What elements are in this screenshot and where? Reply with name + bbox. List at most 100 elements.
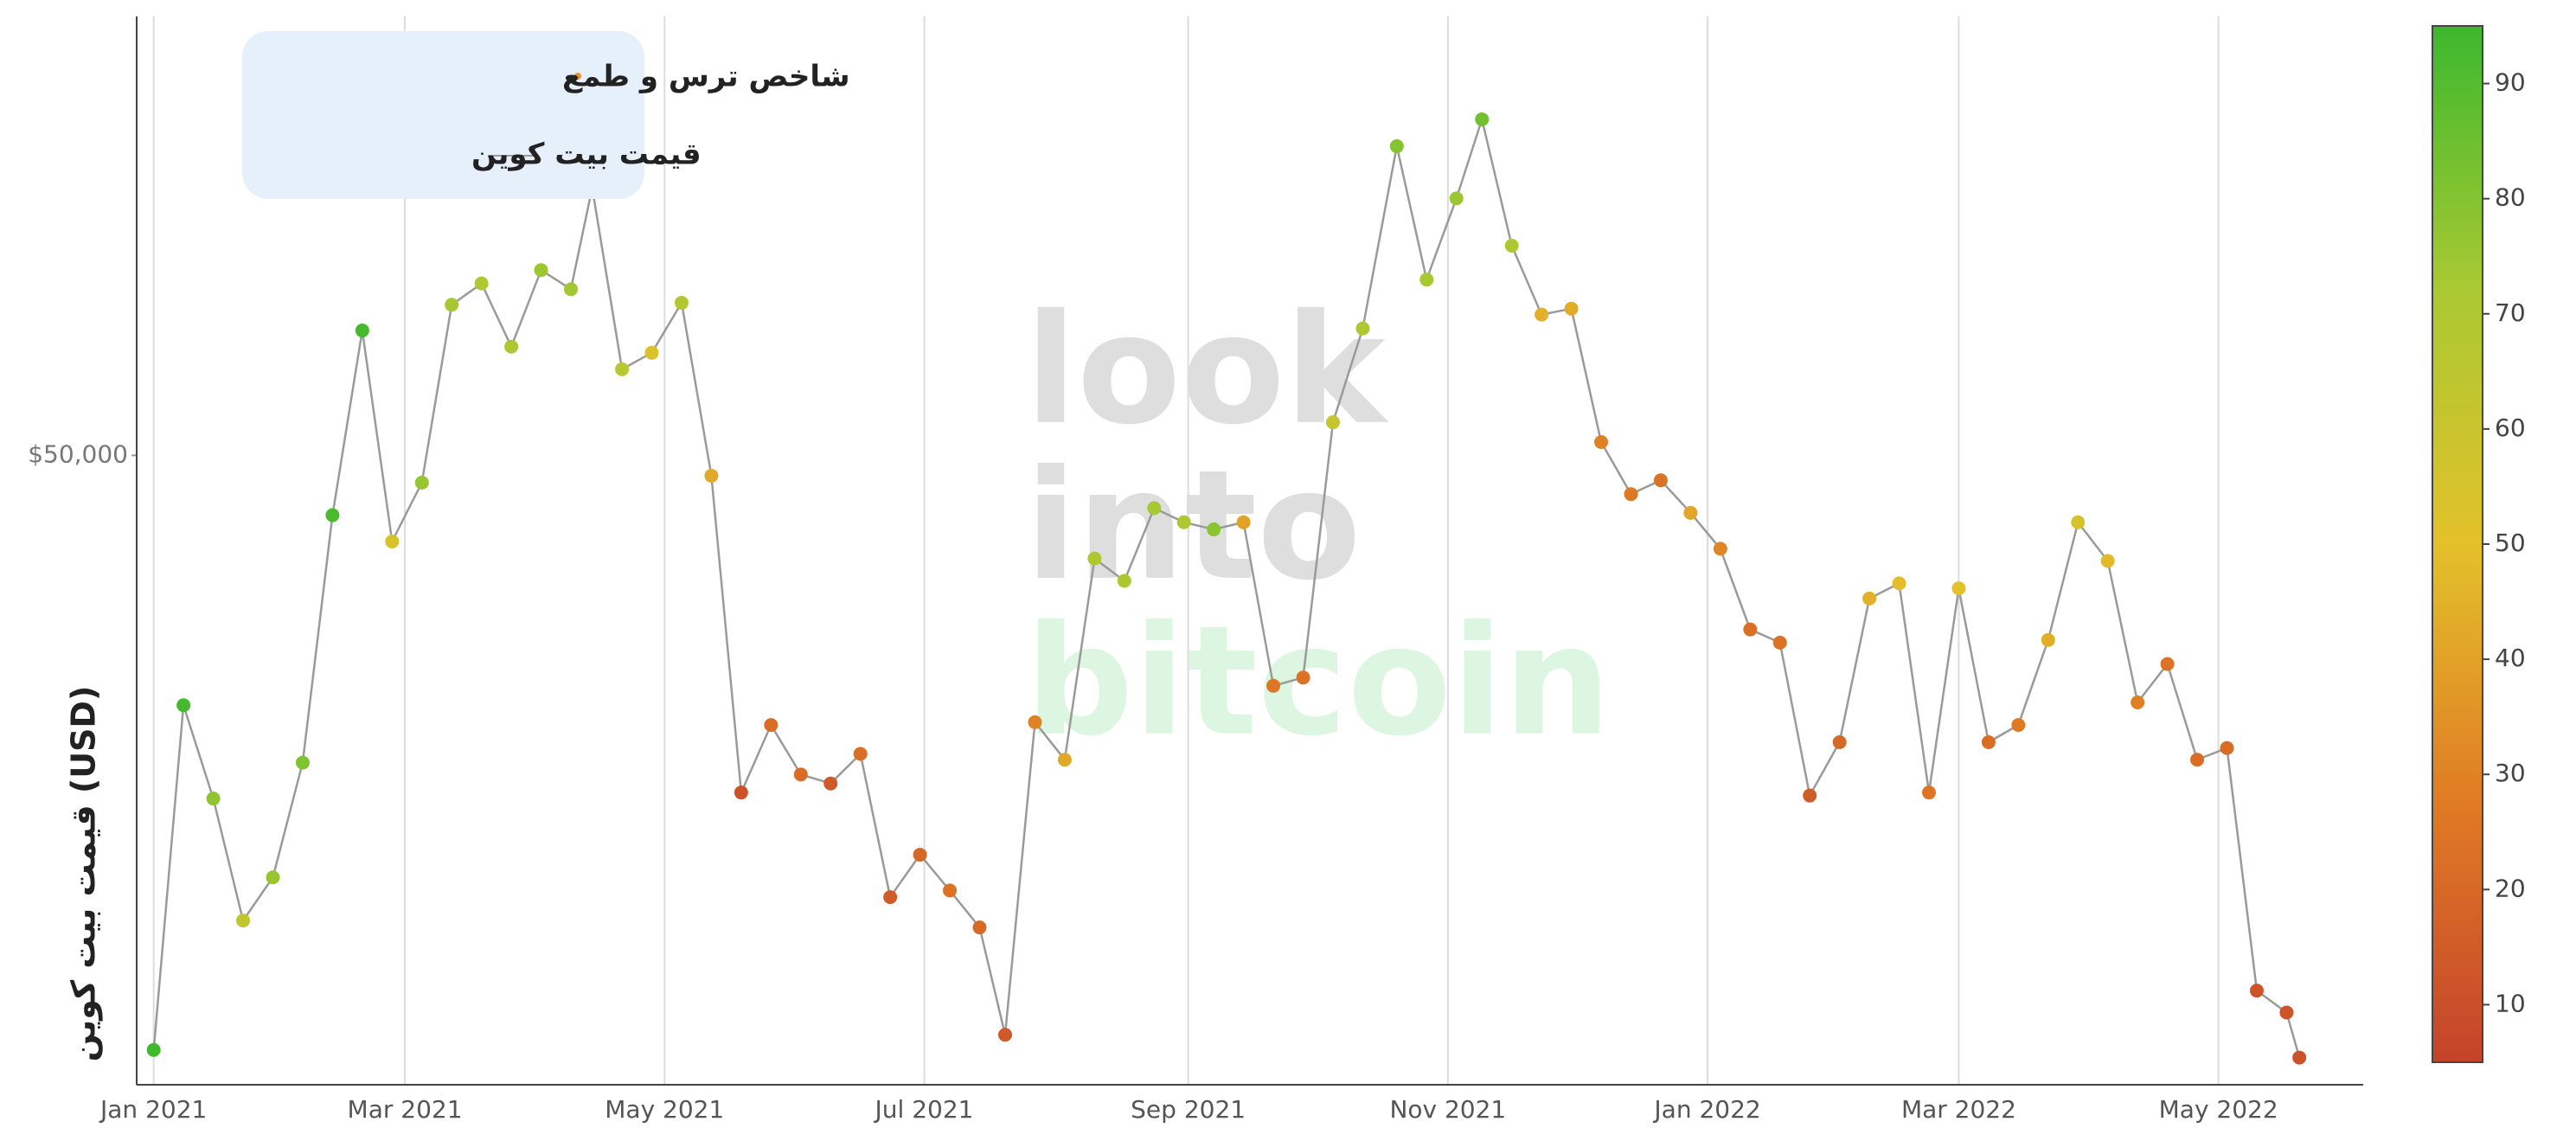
fear-greed-point (1504, 238, 1519, 253)
fear-greed-point (998, 1028, 1013, 1042)
fear-greed-point (266, 870, 280, 885)
fear-greed-point (385, 534, 400, 548)
fear-greed-point (1713, 542, 1727, 556)
fear-greed-point (2220, 740, 2234, 755)
fear-greed-point (2160, 657, 2175, 671)
y-tick-label: $50,000 (28, 439, 128, 468)
fear-greed-point (1683, 505, 1698, 520)
colorbar-tick-label: 80 (2495, 183, 2526, 212)
fear-greed-point (1207, 522, 1221, 537)
fear-greed-point (1087, 551, 1102, 566)
fear-greed-point (504, 339, 519, 354)
x-tick-label: Jul 2021 (874, 1095, 974, 1124)
colorbar-tick-label: 30 (2495, 759, 2526, 787)
fear-greed-point (1475, 112, 1490, 126)
fear-greed-point (1449, 191, 1464, 206)
x-tick-label: Mar 2022 (1901, 1095, 2016, 1124)
fear-greed-point (534, 263, 548, 278)
fear-greed-point (644, 345, 659, 360)
watermark-text: into (1025, 439, 1361, 614)
fear-greed-point (206, 792, 221, 806)
fear-greed-point (176, 698, 191, 713)
fear-greed-point (704, 468, 719, 483)
colorbar-tick-label: 90 (2495, 68, 2526, 97)
colorbar-tick-label: 40 (2495, 644, 2526, 672)
fear-greed-point (1653, 473, 1668, 488)
legend (242, 31, 644, 199)
fear-greed-point (445, 298, 459, 312)
x-tick-label: Jan 2022 (1652, 1095, 1760, 1124)
fear-greed-point (2071, 515, 2086, 529)
fear-greed-point (2131, 695, 2145, 710)
x-tick-label: May 2021 (605, 1095, 724, 1124)
fear-greed-point (325, 508, 340, 522)
fear-greed-point (943, 883, 958, 898)
fear-greed-point (1389, 139, 1404, 154)
fear-greed-point (1892, 576, 1906, 591)
colorbar-tick-label: 60 (2495, 413, 2526, 442)
fear-greed-point (2041, 632, 2055, 647)
fear-greed-point (734, 785, 748, 800)
fear-greed-point (355, 324, 369, 338)
x-tick-label: May 2022 (2159, 1095, 2278, 1124)
fear-greed-point (1921, 785, 1936, 800)
fear-greed-point (793, 767, 808, 782)
legend-label: قیمت بیت کوین (471, 138, 702, 172)
watermark-text: bitcoin (1025, 594, 1611, 770)
fear-greed-point (1594, 434, 1609, 449)
fear-greed-point (1296, 670, 1310, 685)
fear-greed-point (1176, 515, 1191, 529)
fear-greed-point (1951, 581, 1966, 596)
fear-greed-point (1772, 635, 1787, 650)
x-tick-label: Mar 2021 (348, 1095, 463, 1124)
colorbar-tick-label: 10 (2495, 989, 2526, 1017)
fear-greed-point (823, 776, 838, 791)
fear-greed-point (474, 276, 489, 291)
colorbar-tick-label: 70 (2495, 298, 2526, 327)
fear-greed-point (1564, 301, 1579, 316)
fear-greed-point (1981, 735, 1996, 750)
fear-greed-point (1266, 678, 1281, 693)
fear-greed-point (1147, 501, 1162, 516)
fear-greed-point (674, 296, 689, 311)
colorbar (2432, 25, 2483, 1063)
fear-greed-point (2100, 554, 2115, 568)
fear-greed-point (1535, 307, 1549, 322)
fear-greed-point (913, 848, 927, 862)
fear-greed-point (972, 920, 987, 935)
fear-greed-point (1057, 753, 1072, 767)
fear-greed-point (1832, 735, 1847, 750)
x-tick-label: Sep 2021 (1131, 1095, 1246, 1124)
fear-greed-point (1862, 591, 1877, 606)
fear-greed-point (2249, 984, 2264, 998)
fear-greed-point (883, 890, 898, 905)
colorbar-tick-label: 20 (2495, 874, 2526, 902)
fear-greed-point (1355, 321, 1370, 336)
fear-greed-point (615, 362, 630, 376)
fear-greed-point (853, 747, 868, 761)
colorbar-tick-label: 50 (2495, 529, 2526, 557)
fear-greed-point (1743, 622, 1758, 637)
fear-greed-point (2292, 1050, 2307, 1065)
fear-greed-point (2279, 1005, 2294, 1020)
fear-greed-point (414, 475, 429, 490)
legend-marker (574, 73, 581, 80)
fear-greed-point (1236, 515, 1251, 529)
fear-greed-point (236, 913, 251, 928)
fear-greed-point (295, 755, 310, 770)
fear-greed-point (146, 1042, 161, 1057)
fear-greed-point (1028, 715, 1042, 729)
fear-greed-point (1419, 272, 1434, 287)
x-tick-label: Nov 2021 (1389, 1095, 1506, 1124)
fear-greed-point (1325, 415, 1340, 430)
fear-greed-point (2190, 753, 2205, 767)
price-line (152, 115, 2301, 1058)
legend-label: شاخص ترس و طمع (562, 60, 850, 94)
y-axis-label: قیمت بیت کوین (USD) (65, 686, 103, 1062)
fear-greed-point (2011, 718, 2026, 733)
fear-greed-point (1803, 788, 1817, 803)
fear-greed-point (1117, 574, 1131, 588)
fear-greed-point (764, 718, 779, 733)
